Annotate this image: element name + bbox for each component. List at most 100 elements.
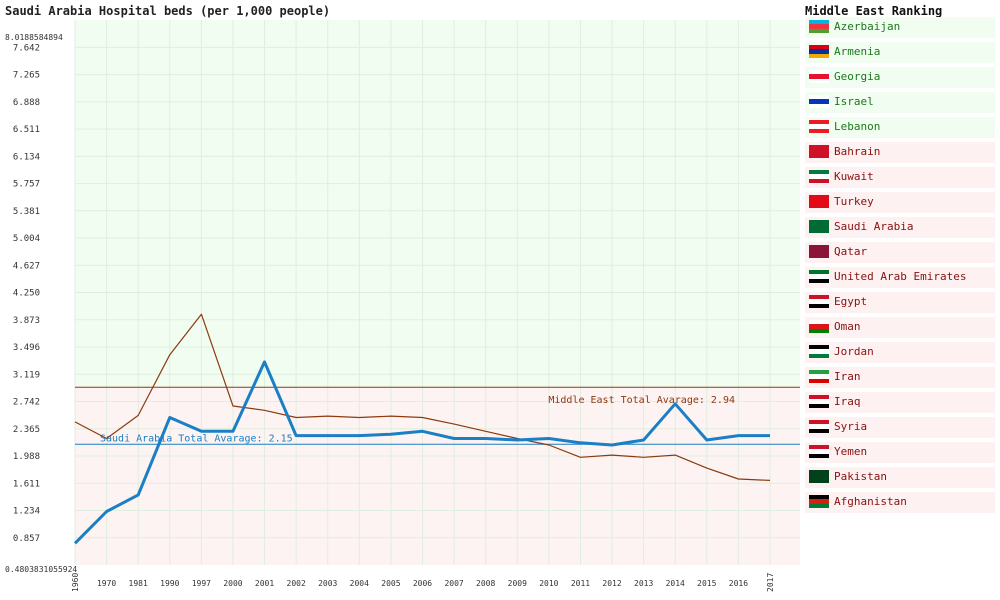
ranking-item[interactable]: Georgia: [805, 65, 995, 90]
flag-icon: [809, 145, 829, 158]
ranking-item[interactable]: Qatar: [805, 240, 995, 265]
x-tick-label: 1970: [97, 579, 116, 588]
flag-icon: [809, 295, 829, 308]
x-tick-label: 2015: [697, 579, 716, 588]
ranking-row-background: [805, 167, 995, 188]
flag-icon: [809, 320, 829, 333]
saudi-average-label: Saudi Arabia Total Avarage: 2.15: [100, 433, 293, 444]
y-tick-label: 5.004: [13, 234, 40, 244]
x-tick-label: 2013: [634, 579, 653, 588]
middle-east-average-label: Middle East Total Avarage: 2.94: [548, 395, 735, 406]
ranking-country-name: Turkey: [834, 195, 874, 208]
flag-icon: [809, 445, 829, 458]
ranking-country-name: Pakistan: [834, 470, 887, 483]
flag-icon: [809, 195, 829, 208]
y-tick-label: 2.365: [13, 425, 40, 435]
series-lines: [73, 313, 771, 545]
flag-icon: [809, 220, 829, 233]
y-tick-label: 6.511: [13, 125, 40, 135]
ranking-country-name: Bahrain: [834, 145, 881, 158]
x-tick-label: 2004: [350, 579, 369, 588]
ranking-item[interactable]: Iran: [805, 365, 995, 390]
x-tick-label: 1981: [129, 579, 148, 588]
x-tick-label: 2016: [729, 579, 748, 588]
ranking-item[interactable]: Armenia: [805, 40, 995, 65]
ranking-row-background: [805, 117, 995, 138]
x-tick-label: 1990: [160, 579, 179, 588]
below-average-zone: [75, 387, 800, 565]
flag-icon: [809, 45, 829, 58]
ranking-row-background: [805, 492, 995, 513]
ranking-item[interactable]: Yemen: [805, 440, 995, 465]
x-tick-label: 2003: [318, 579, 337, 588]
ranking-row-background: [805, 342, 995, 363]
ranking-row-background: [805, 467, 995, 488]
y-tick-label: 7.265: [13, 71, 40, 81]
ranking-row-background: [805, 367, 995, 388]
x-tick-label: 2001: [255, 579, 274, 588]
x-tick-label: 2008: [476, 579, 495, 588]
y-tick-label: 3.119: [13, 370, 40, 380]
flag-icon: [809, 345, 829, 358]
ranking-country-name: Kuwait: [834, 170, 874, 183]
ranking-country-name: Lebanon: [834, 120, 881, 133]
y-tick-label: 6.134: [13, 152, 40, 162]
x-tick-label: 1960: [71, 573, 80, 592]
flag-icon: [809, 20, 829, 33]
middle-east-series-line: [74, 313, 771, 481]
flag-icon: [809, 270, 829, 283]
x-tick-label: 2002: [287, 579, 306, 588]
ranking-country-name: Syria: [834, 420, 868, 433]
ranking-item[interactable]: Oman: [805, 315, 995, 340]
ranking-title: Middle East Ranking: [805, 4, 943, 18]
flag-icon: [809, 170, 829, 183]
ranking-country-name: Georgia: [834, 70, 881, 83]
ranking-row-background: [805, 267, 995, 288]
y-tick-label: 0.857: [13, 534, 40, 544]
y-tick-label: 1.611: [13, 479, 40, 489]
saudi-arabia-series-line: [73, 360, 770, 545]
ranking-item[interactable]: Israel: [805, 90, 995, 115]
ranking-item[interactable]: Lebanon: [805, 115, 995, 140]
ranking-country-name: Saudi Arabia: [834, 220, 914, 233]
ranking-row-background: [805, 242, 995, 263]
ranking-item[interactable]: Saudi Arabia: [805, 215, 995, 240]
ranking-country-name: Armenia: [834, 45, 881, 58]
flag-icon: [809, 495, 829, 508]
ranking-row-background: [805, 217, 995, 238]
chart-title: Saudi Arabia Hospital beds (per 1,000 pe…: [5, 4, 331, 18]
grid-lines: [74, 20, 800, 565]
ranking-country-name: Israel: [834, 95, 874, 108]
y-min-label: 0.4803831055924: [5, 565, 77, 574]
ranking-item[interactable]: Bahrain: [805, 140, 995, 165]
ranking-row-background: [805, 17, 995, 38]
ranking-item[interactable]: Syria: [805, 415, 995, 440]
ranking-row-background: [805, 92, 995, 113]
x-axis-ticks: 1960 1970 1981 1990 1997 2000 2001 2002 2003 2004…: [71, 573, 775, 592]
ranking-item[interactable]: Pakistan: [805, 465, 995, 490]
ranking-item[interactable]: Iraq: [805, 390, 995, 415]
x-tick-label: 2009: [508, 579, 527, 588]
ranking-item[interactable]: United Arab Emirates: [805, 265, 995, 290]
ranking-item[interactable]: Egypt: [805, 290, 995, 315]
ranking-item[interactable]: Azerbaijan: [805, 15, 995, 40]
above-average-zone: [75, 20, 800, 388]
ranking-item[interactable]: Turkey: [805, 190, 995, 215]
ranking-row-background: [805, 392, 995, 413]
ranking-country-name: Egypt: [834, 295, 868, 308]
ranking-item[interactable]: Kuwait: [805, 165, 995, 190]
flag-icon: [809, 395, 829, 408]
ranking-country-name: Yemen: [834, 445, 868, 458]
x-tick-label: 2014: [666, 579, 685, 588]
flag-icon: [809, 370, 829, 383]
flag-icon: [809, 95, 829, 108]
y-tick-label: 2.742: [13, 398, 40, 408]
y-tick-label: 5.757: [13, 180, 40, 190]
y-axis-ticks: 0.857 1.234 1.611 1.988 2.365 2.742 3.119 3.496…: [5, 33, 77, 574]
x-tick-label: 2006: [413, 579, 432, 588]
ranking-item[interactable]: Afghanistan: [805, 490, 995, 515]
x-tick-label: 2012: [602, 579, 621, 588]
ranking-country-name: United Arab Emirates: [834, 270, 967, 283]
x-tick-label: 2010: [539, 579, 558, 588]
ranking-item[interactable]: Jordan: [805, 340, 995, 365]
